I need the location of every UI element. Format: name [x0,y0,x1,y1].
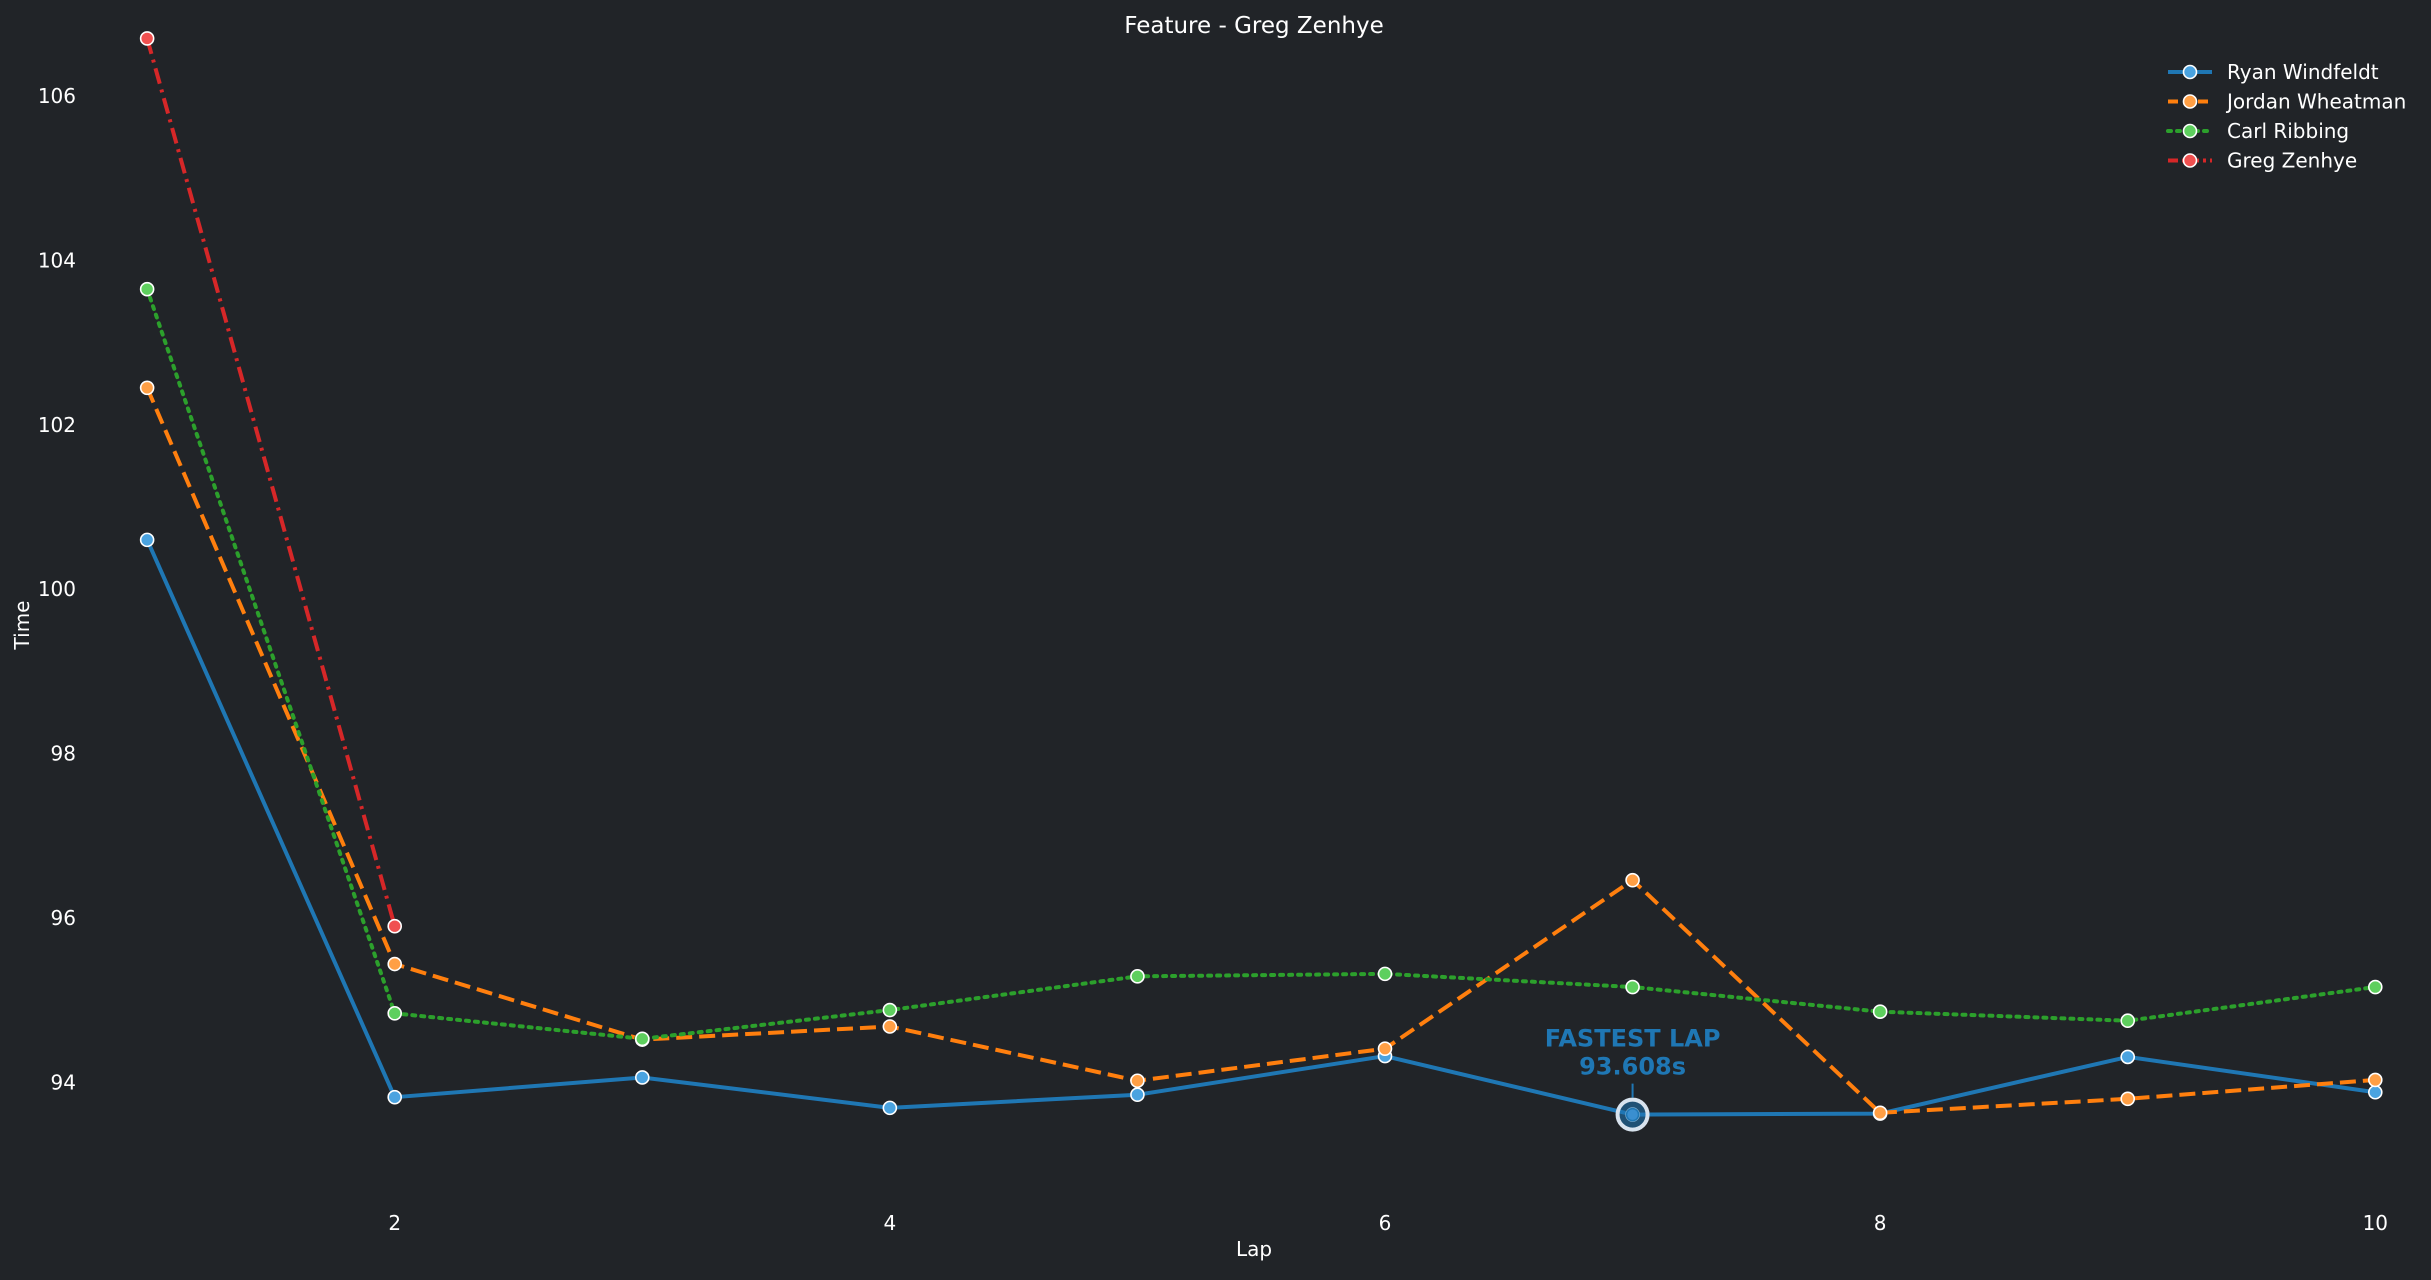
data-point [1377,966,1393,982]
y-tick-label: 106 [38,84,76,108]
annotation-title: FASTEST LAP [1545,1025,1721,1053]
data-point [1377,1041,1393,1056]
data-point [387,956,403,972]
data-point [1872,1004,1888,1019]
x-tick-label: 4 [883,1211,896,1235]
data-point [2120,1091,2136,1107]
data-point [1625,979,1640,995]
data-point [387,918,403,934]
legend-item-ryan-windfeldt: Ryan Windfeldt [2168,60,2379,84]
data-point [882,1019,898,1034]
series-layer [139,31,2383,1122]
series-line-carl-ribbing [145,287,2378,1041]
legend: Ryan Windfeldt Jordan Wheatman Carl Ribbin… [2166,60,2406,173]
data-point [387,1089,403,1105]
data-point [882,1100,898,1116]
y-tick-label: 104 [38,248,76,272]
x-tick-label: 2 [388,1211,401,1235]
chart-title: Feature - Greg Zenhye [1124,13,1384,39]
data-point [2120,1049,2136,1065]
data-point [1130,969,1145,984]
legend-item-jordan-wheatman: Jordan Wheatman [2168,90,2406,114]
legend-label: Greg Zenhye [2227,149,2357,173]
legend-item-carl-ribbing: Carl Ribbing [2166,119,2349,143]
x-tick-label: 6 [1379,1211,1392,1235]
legend-item-greg-zenhye: Greg Zenhye [2168,149,2357,173]
series-line-jordan-wheatman [145,387,2376,1115]
data-point [139,31,155,46]
data-point [1625,872,1640,888]
legend-swatch-marker [2182,94,2198,109]
y-tick-label: 100 [38,577,76,601]
data-point [634,1070,650,1085]
y-axis-label: Time [10,601,34,651]
data-point [1130,1073,1145,1089]
x-tick-label: 10 [2363,1211,2388,1235]
data-point [2367,1072,2383,1088]
legend-label: Ryan Windfeldt [2227,60,2379,84]
series-greg-zenhye [139,31,403,934]
legend-label: Carl Ribbing [2227,119,2349,143]
data-point [139,281,155,297]
x-axis-label: Lap [1236,1237,1272,1261]
data-point [139,532,155,548]
data-point [387,1006,403,1021]
y-tick-label: 102 [38,413,76,437]
data-point [2367,1084,2383,1100]
data-point [139,380,155,396]
data-point [2120,1013,2136,1029]
data-point [2367,979,2383,995]
data-point [634,1031,650,1047]
series-carl-ribbing [139,281,2383,1047]
y-tick-label: 98 [51,742,76,766]
data-point [1130,1087,1145,1103]
annotation-value: 93.608s [1579,1053,1686,1081]
fastest-lap-marker [1625,1107,1640,1122]
legend-swatch-marker [2182,64,2198,80]
data-point [882,1002,898,1018]
x-tick-label: 8 [1874,1211,1887,1235]
data-point [1872,1105,1888,1121]
series-line-ryan-windfeldt [145,537,2378,1117]
y-tick-label: 94 [51,1070,76,1094]
tick-layer: 2 4 6 8 10 94 96 98 100 102 104 106 [38,84,2388,1235]
y-tick-label: 96 [51,906,76,930]
series-line-greg-zenhye [145,37,397,927]
legend-label: Jordan Wheatman [2225,90,2406,114]
legend-swatch-marker [2182,153,2198,168]
legend-swatch-marker [2182,123,2198,139]
